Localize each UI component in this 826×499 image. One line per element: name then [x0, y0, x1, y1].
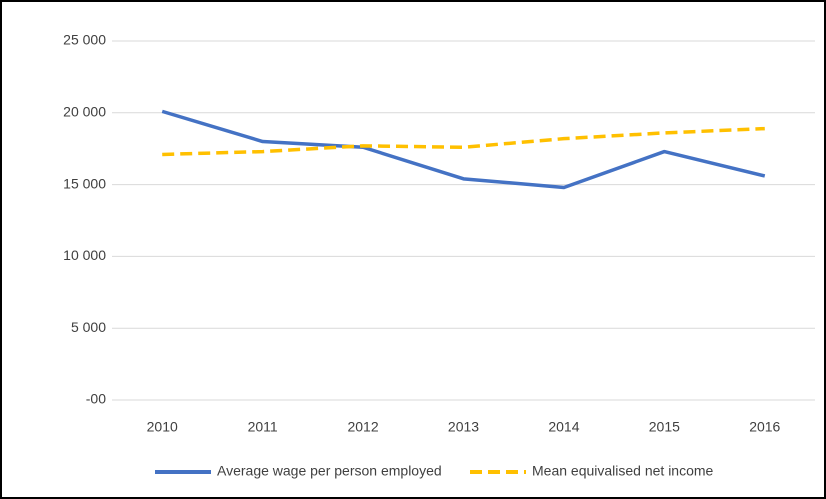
x-tick-label: 2016 — [749, 419, 780, 435]
series-line — [161, 109, 766, 190]
y-tick-label: 25 000 — [63, 32, 106, 48]
y-tick-label: -00 — [86, 391, 106, 407]
series-line — [162, 126, 765, 157]
y-tick-label: 15 000 — [63, 175, 106, 191]
x-tick-label: 2011 — [248, 419, 278, 435]
legend-label: Mean equivalised net income — [532, 463, 714, 479]
y-tick-label: 5 000 — [71, 319, 106, 335]
x-tick-label: 2015 — [649, 419, 680, 435]
y-tick-label: 20 000 — [63, 104, 106, 120]
x-tick-label: 2013 — [448, 419, 479, 435]
legend-label: Average wage per person employed — [217, 463, 442, 479]
y-tick-label: 10 000 — [63, 247, 106, 263]
x-tick-label: 2014 — [548, 419, 579, 435]
x-tick-label: 2010 — [147, 419, 178, 435]
x-tick-label: 2012 — [347, 419, 378, 435]
